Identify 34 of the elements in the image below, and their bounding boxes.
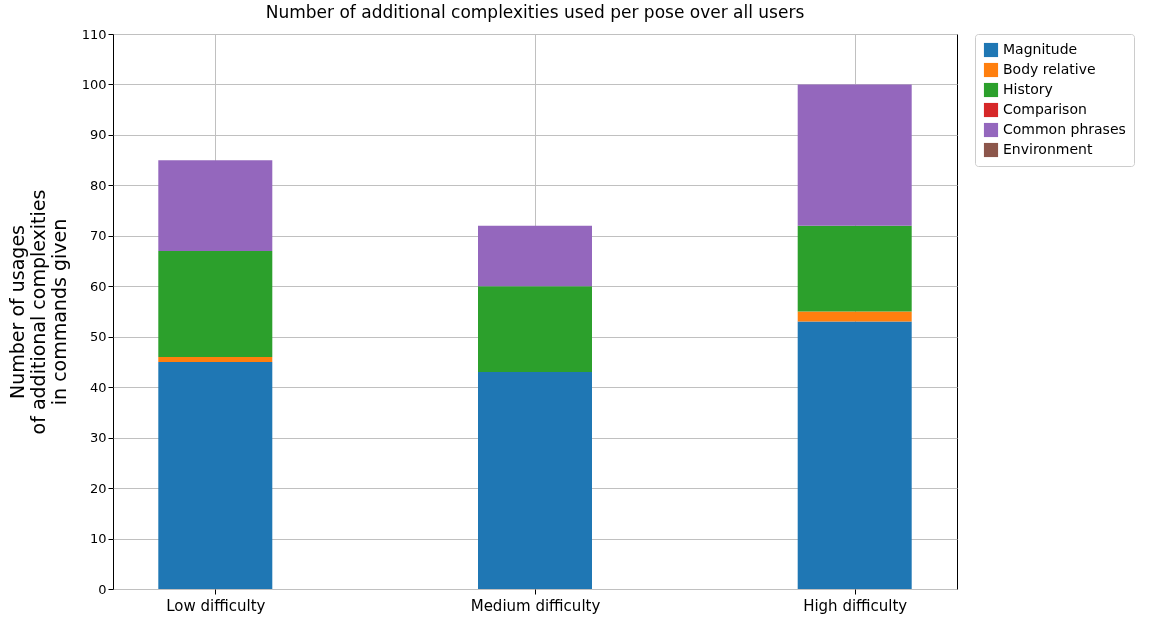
bar	[797, 321, 912, 589]
legend-label: History	[1003, 81, 1053, 97]
y-tick-label: 40	[89, 379, 107, 395]
bar	[797, 225, 912, 312]
y-tick-label: 30	[89, 430, 107, 446]
y-tick-label: 100	[81, 76, 107, 92]
bar	[478, 286, 592, 373]
bar	[797, 311, 912, 322]
y-axis-title: Number of usages of additional complexities in commands given	[5, 189, 70, 435]
bar	[797, 84, 912, 226]
y-tick-label: 90	[89, 127, 107, 143]
y-tick-label: 80	[89, 177, 107, 193]
chart-title: Number of additional complexities used per pose over all users	[265, 2, 805, 22]
legend-label: Environment	[1003, 141, 1093, 157]
y-tick-label: 110	[81, 26, 107, 42]
x-tick-label: Low difficulty	[166, 596, 266, 615]
bar	[478, 225, 592, 287]
legend-label: Body relative	[1003, 61, 1096, 77]
bar	[478, 372, 592, 589]
bar	[158, 361, 273, 589]
legend-label: Comparison	[1003, 101, 1087, 117]
bar	[158, 356, 273, 362]
y-tick-label: 20	[89, 480, 107, 496]
y-tick-label: 70	[89, 228, 107, 244]
legend-label: Common phrases	[1003, 121, 1126, 137]
y-tick-label: 50	[89, 329, 107, 345]
bar	[158, 250, 273, 357]
legend-label: Magnitude	[1003, 41, 1078, 57]
y-tick-label: 60	[89, 278, 107, 294]
bar	[158, 160, 273, 251]
y-tick-label: 10	[89, 531, 107, 547]
y-tick-label: 0	[98, 581, 107, 597]
x-tick-label: High difficulty	[803, 596, 908, 615]
x-tick-label: Medium difficulty	[470, 596, 601, 615]
